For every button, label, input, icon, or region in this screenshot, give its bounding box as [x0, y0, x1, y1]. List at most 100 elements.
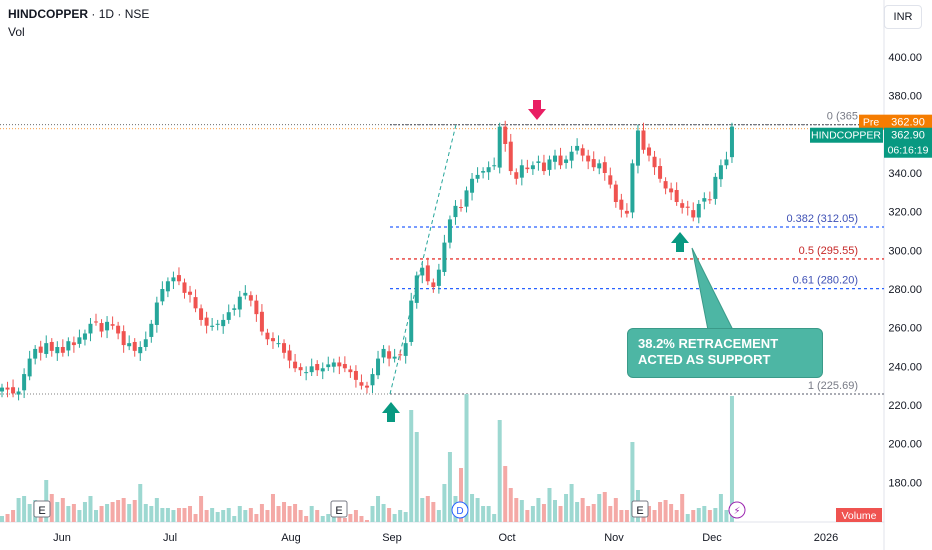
candle-body — [619, 199, 624, 210]
volume-bar — [658, 502, 663, 522]
volume-bar — [702, 506, 707, 522]
candle-body — [663, 181, 668, 189]
volume-bar — [315, 510, 320, 522]
volume-bar — [558, 506, 563, 522]
volume-bar — [304, 516, 309, 522]
volume-bar — [553, 500, 557, 522]
candle-body — [458, 207, 463, 209]
volume-bar — [470, 494, 475, 522]
fib-level-label: 0.5 (295.55) — [799, 245, 858, 257]
volume-bar — [503, 466, 508, 522]
candle-body — [381, 348, 386, 358]
candle-body — [508, 141, 513, 172]
symbol-name[interactable]: HINDCOPPER — [8, 7, 89, 21]
volume-bar — [691, 510, 696, 522]
candle-body — [77, 337, 82, 344]
candle-body — [265, 332, 270, 340]
volume-bar — [436, 510, 441, 522]
candle-body — [94, 321, 99, 323]
candle-body — [729, 126, 734, 158]
last-price-value: 362.90 — [891, 130, 925, 142]
candle-body — [586, 155, 591, 162]
candle-body — [182, 282, 187, 293]
volume-bar — [287, 506, 292, 522]
volume-bar — [547, 488, 552, 522]
volume-bar — [66, 506, 71, 522]
candle-body — [33, 348, 38, 359]
candle-body — [348, 369, 353, 373]
volume-bar — [293, 504, 298, 522]
volume-bar — [370, 506, 375, 522]
candle-body — [425, 265, 430, 282]
volume-bar — [182, 508, 187, 522]
candle-body — [353, 370, 358, 380]
volume-bar — [60, 498, 65, 522]
candle-body — [232, 308, 237, 310]
y-tick-label: 380.00 — [888, 91, 922, 103]
volume-bar — [414, 432, 419, 522]
candle-body — [171, 277, 176, 282]
volume-bar — [121, 498, 126, 522]
volume-bar — [475, 498, 480, 522]
dividend-marker-icon — [451, 501, 469, 519]
candle-body — [38, 346, 43, 353]
x-tick-label: Oct — [498, 532, 515, 544]
volume-bar — [11, 510, 16, 522]
interval-label[interactable]: 1D — [98, 7, 115, 21]
volume-bar — [597, 494, 602, 522]
candle-body — [138, 347, 143, 354]
candle-body — [22, 374, 27, 391]
volume-bar — [530, 506, 535, 522]
earnings-marker-label: E — [335, 505, 342, 517]
exchange-label: NSE — [124, 7, 150, 21]
earnings-marker-icon — [33, 500, 51, 518]
volume-bar — [49, 494, 54, 522]
candle-body — [602, 162, 607, 173]
candle-body — [105, 321, 110, 331]
candle-body — [569, 151, 574, 161]
candle-body — [99, 323, 104, 332]
volume-bar — [265, 510, 270, 522]
volume-bar — [171, 510, 176, 522]
volume-bar — [270, 494, 275, 522]
volume-bar — [685, 514, 690, 522]
volume-bar — [5, 514, 10, 522]
volume-bar — [514, 498, 519, 522]
candle-body — [718, 165, 723, 180]
candle-body — [652, 156, 657, 168]
volume-bar — [82, 502, 87, 522]
earnings-marker-icon — [330, 500, 348, 518]
bar-countdown: 06:16:19 — [888, 145, 929, 157]
volume-bar — [138, 484, 143, 522]
volume-bar — [680, 494, 685, 522]
candle-body — [497, 126, 502, 168]
candle-body — [624, 210, 629, 214]
candle-body — [464, 190, 469, 207]
pre-tag-label: Pre — [863, 117, 880, 129]
volume-indicator-label[interactable]: Vol — [8, 25, 25, 39]
candle-body — [414, 275, 419, 303]
y-tick-label: 320.00 — [888, 207, 922, 219]
volume-bar — [55, 502, 60, 522]
currency-button[interactable]: INR — [884, 5, 922, 29]
candle-body — [320, 368, 325, 372]
candle-body — [210, 325, 215, 327]
volume-bar — [403, 512, 408, 522]
candle-body — [580, 148, 585, 156]
volume-bar — [226, 508, 231, 522]
candle-body — [342, 364, 347, 369]
volume-bar — [27, 504, 32, 522]
x-tick-label: Aug — [281, 532, 301, 544]
candle-body — [337, 362, 342, 367]
candle-body — [149, 323, 154, 337]
volume-bar — [132, 500, 137, 522]
volume-bar — [652, 510, 657, 522]
volume-bar — [729, 396, 734, 522]
volume-bar — [165, 508, 170, 522]
fib-level-label: 0.382 (312.05) — [786, 213, 858, 225]
volume-bar — [387, 508, 392, 522]
candle-body — [49, 341, 54, 351]
candle-body — [453, 205, 458, 218]
volume-bar — [243, 510, 248, 522]
